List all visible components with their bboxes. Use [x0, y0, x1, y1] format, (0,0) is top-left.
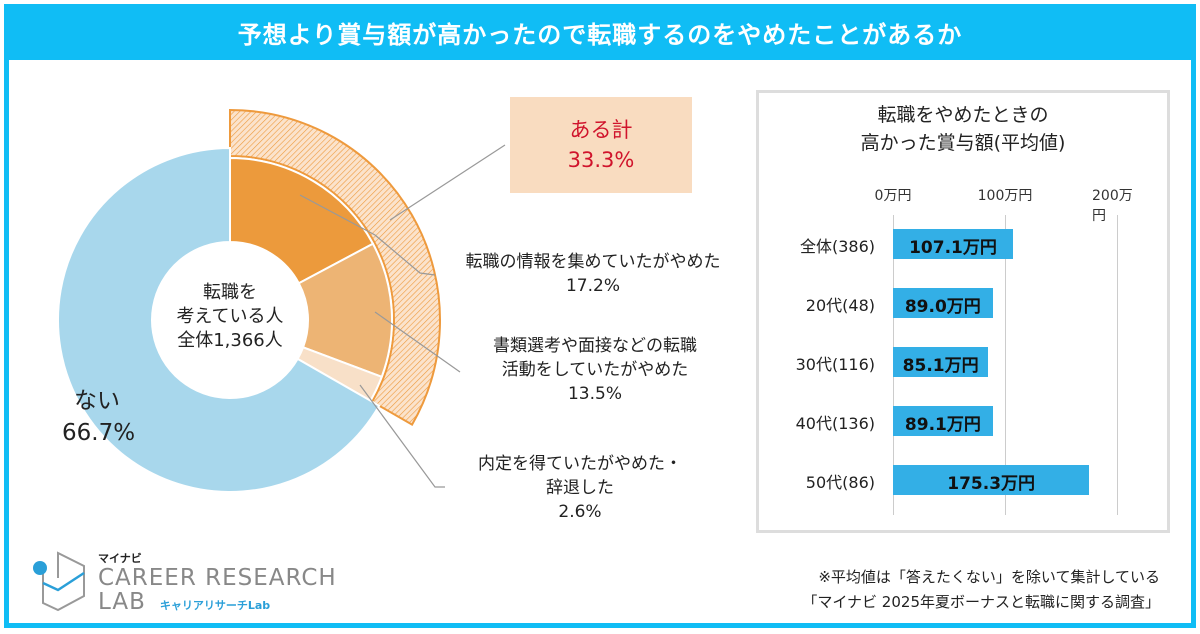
center-label-line: 転職を — [203, 282, 257, 303]
category-label: 30代(116) — [795, 355, 875, 374]
slice-1-name: 転職の情報を集めていたがやめた — [465, 252, 721, 272]
logo-main: CAREER RESEARCH — [98, 565, 337, 591]
bar-value-label: 89.1万円 — [904, 415, 981, 435]
bar — [893, 347, 989, 377]
page-title: 予想より賞与額が高かったので転職するのをやめたことがあるか — [4, 4, 1196, 60]
slice-3-name: 辞退した — [546, 478, 614, 498]
slice-1-value: 17.2% — [565, 276, 620, 296]
center-label-line: 考えている人 — [176, 306, 284, 327]
source-note: 「マイナビ 2025年夏ボーナスと転職に関する調査」 — [802, 593, 1160, 611]
bar — [893, 406, 993, 436]
bar-title-line: 転職をやめたときの — [877, 104, 1049, 126]
slice-label-no: ない 66.7% — [62, 385, 136, 449]
category-label: 40代(136) — [795, 414, 875, 433]
bar — [893, 229, 1013, 259]
logo-brand: マイナビ — [98, 552, 142, 565]
logo-main: LAB — [98, 589, 146, 615]
total-hatch-band — [229, 108, 441, 426]
bar-value-label: 85.1万円 — [902, 356, 979, 376]
bar-value-label: 107.1万円 — [909, 238, 997, 258]
x-tick-label: 0万円 — [874, 188, 912, 204]
leader-line-slice1 — [299, 194, 436, 276]
slice-info-gathering — [229, 156, 375, 285]
leader-line-slice3 — [359, 384, 445, 488]
callout-value: 33.3% — [567, 148, 635, 172]
slice-3-name: 内定を得ていたがやめた・ — [478, 454, 682, 474]
slice-no-name: ない — [74, 388, 120, 414]
slice-label-1: 転職の情報を集めていたがやめた 17.2% — [438, 250, 748, 298]
callout-label: ある計 — [569, 118, 633, 142]
slice-label-3: 内定を得ていたがやめた・ 辞退した 2.6% — [440, 452, 720, 524]
donut-chart — [57, 108, 506, 493]
footnote: ※平均値は「答えたくない」を除いて集計している — [818, 568, 1160, 586]
bar-title-line: 高かった賞与額(平均値) — [860, 132, 1066, 154]
bar — [893, 288, 993, 318]
gridline — [1117, 215, 1118, 515]
bar-chart-title: 転職をやめたときの 高かった賞与額(平均値) — [759, 101, 1167, 157]
center-label-line: 全体1,366人 — [177, 330, 283, 351]
category-label: 20代(48) — [805, 296, 875, 315]
category-label: 全体(386) — [799, 237, 875, 256]
gridline — [1005, 215, 1006, 515]
slice-no — [57, 146, 381, 493]
slice-no-value: 66.7% — [62, 420, 136, 446]
logo — [28, 548, 90, 618]
bar-value-label: 175.3万円 — [947, 474, 1036, 494]
leader-line-slice2 — [374, 311, 461, 373]
logo-text: マイナビ CAREER RESEARCH LAB キャリアリサーチLab — [98, 550, 337, 614]
logo-sub: キャリアリサーチLab — [159, 599, 271, 612]
slice-label-2: 書類選考や面接などの転職 活動をしていたがやめた 13.5% — [455, 334, 735, 406]
logo-cube-icon — [33, 551, 85, 612]
x-tick-label: 200万円 — [1092, 188, 1133, 224]
bar-chart-panel: 転職をやめたときの 高かった賞与額(平均値) 0万円 100万円 200万円全体(3… — [756, 90, 1170, 533]
bar — [893, 465, 1090, 495]
x-tick-label: 100万円 — [977, 188, 1033, 204]
slice-2-name: 活動をしていたがやめた — [501, 360, 689, 380]
total-callout: ある計 33.3% — [510, 97, 692, 193]
donut-center-label: 転職を 考えている人 全体1,366人 — [150, 281, 310, 353]
slice-2-value: 13.5% — [567, 384, 622, 404]
slice-2-name: 書類選考や面接などの転職 — [493, 336, 697, 356]
bar-value-label: 89.0万円 — [904, 297, 981, 317]
slice-3-value: 2.6% — [558, 502, 602, 522]
leader-line-total — [389, 144, 506, 221]
category-label: 50代(86) — [805, 473, 875, 492]
